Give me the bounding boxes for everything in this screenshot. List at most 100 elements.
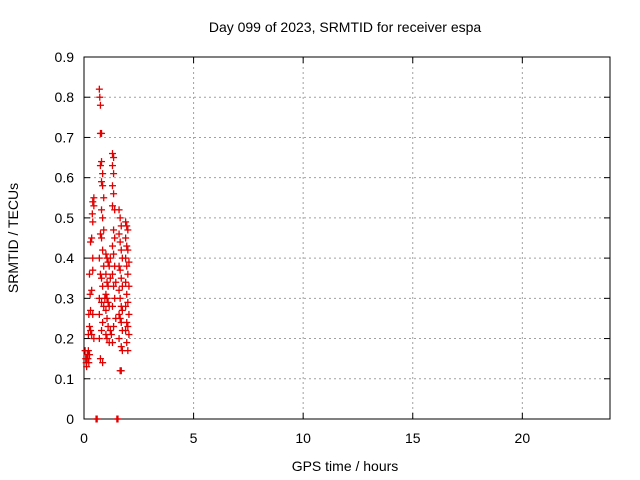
data-point — [122, 234, 130, 242]
data-point — [104, 298, 112, 306]
data-point — [115, 286, 123, 294]
data-point — [124, 226, 132, 234]
data-point — [102, 306, 110, 314]
data-point — [83, 355, 91, 363]
data-point — [108, 182, 116, 190]
data-point — [116, 314, 124, 322]
data-point — [125, 282, 133, 290]
data-point — [103, 314, 111, 322]
data-point — [85, 270, 93, 278]
y-tick-labels: 0 0.1 0.2 0.3 0.4 0.5 0.6 0.7 0.8 0.9 — [55, 49, 75, 427]
data-point — [98, 158, 106, 166]
data-point — [122, 254, 130, 262]
data-point — [106, 254, 114, 262]
data-point — [96, 162, 104, 170]
data-point — [123, 290, 131, 298]
data-point — [103, 278, 111, 286]
data-point — [125, 310, 133, 318]
data-point — [98, 298, 106, 306]
data-point — [123, 339, 131, 347]
data-point — [96, 101, 104, 109]
data-point — [115, 310, 123, 318]
data-point — [123, 242, 131, 250]
data-point — [90, 202, 98, 210]
data-point — [88, 210, 96, 218]
chart-title: Day 099 of 2023, SRMTID for receiver esp… — [209, 19, 482, 35]
y-tick-label: 0.8 — [55, 89, 75, 105]
data-point — [117, 246, 125, 254]
x-tick-labels: 0 5 10 15 20 — [80, 430, 530, 446]
data-point — [104, 258, 112, 266]
data-point — [85, 351, 93, 359]
x-tick-label: 5 — [190, 430, 198, 446]
data-point — [108, 202, 116, 210]
data-point — [123, 222, 131, 230]
data-point — [88, 286, 96, 294]
data-point — [96, 230, 104, 238]
data-point — [122, 278, 130, 286]
data-point — [89, 218, 97, 226]
y-tick-label: 0.1 — [55, 371, 75, 387]
data-point — [106, 274, 114, 282]
data-point — [106, 327, 114, 335]
axis-ticks — [83, 56, 610, 420]
data-point — [99, 170, 107, 178]
data-point — [110, 190, 118, 198]
y-tick-label: 0.4 — [55, 250, 75, 266]
y-tick-label: 0 — [66, 411, 74, 427]
data-point — [98, 327, 106, 335]
data-point — [125, 331, 133, 339]
data-point — [116, 266, 124, 274]
data-point — [93, 415, 101, 423]
data-point — [125, 258, 133, 266]
data-point — [115, 335, 123, 343]
y-tick-label: 0.2 — [55, 331, 75, 347]
data-point — [124, 270, 132, 278]
data-point — [124, 298, 132, 306]
data-point — [89, 198, 97, 206]
data-point — [102, 290, 110, 298]
data-point — [114, 415, 122, 423]
data-point — [107, 331, 115, 339]
data-point — [118, 282, 126, 290]
data-point — [87, 238, 95, 246]
data-point — [110, 282, 118, 290]
data-point — [103, 294, 111, 302]
y-tick-label: 0.3 — [55, 290, 75, 306]
data-points — [81, 85, 133, 423]
x-tick-label: 0 — [80, 430, 88, 446]
data-point — [124, 347, 132, 355]
data-point — [100, 226, 108, 234]
data-point — [124, 322, 132, 330]
data-point — [117, 367, 125, 375]
data-point — [112, 278, 120, 286]
data-point — [96, 93, 104, 101]
data-point — [89, 254, 97, 262]
data-point — [118, 306, 126, 314]
data-point — [117, 343, 125, 351]
data-point — [83, 363, 91, 371]
data-point — [116, 214, 124, 222]
data-point — [108, 150, 116, 158]
data-point — [122, 302, 130, 310]
data-point — [95, 310, 103, 318]
data-point — [110, 170, 118, 178]
y-tick-label: 0.9 — [55, 49, 75, 65]
data-point — [111, 234, 119, 242]
data-point — [98, 178, 106, 186]
data-point — [95, 254, 103, 262]
data-point — [108, 270, 116, 278]
data-point — [96, 355, 104, 363]
data-point — [117, 274, 125, 282]
data-point — [110, 226, 118, 234]
data-point — [115, 262, 123, 270]
data-point — [99, 214, 107, 222]
y-axis-title: SRMTID / TECUs — [5, 183, 21, 293]
data-point — [100, 194, 108, 202]
data-point — [124, 246, 132, 254]
data-point — [86, 290, 94, 298]
data-point — [90, 194, 98, 202]
data-point — [85, 359, 93, 367]
data-point — [103, 335, 111, 343]
data-point — [108, 242, 116, 250]
